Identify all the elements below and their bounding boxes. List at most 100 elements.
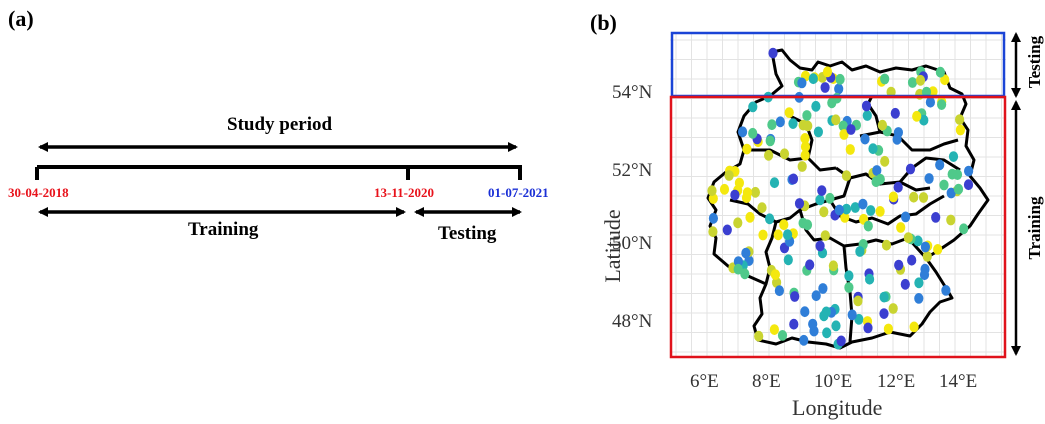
station-marker bbox=[872, 165, 882, 176]
station-marker bbox=[894, 259, 904, 271]
station-marker bbox=[779, 148, 790, 160]
station-marker bbox=[815, 194, 825, 206]
station-marker bbox=[820, 230, 830, 242]
station-marker bbox=[877, 119, 888, 131]
station-marker bbox=[935, 66, 946, 78]
y-axis-title: Latitude bbox=[600, 209, 625, 282]
station-marker bbox=[825, 192, 835, 204]
station-marker bbox=[875, 206, 885, 217]
station-marker bbox=[924, 173, 934, 184]
station-marker bbox=[800, 133, 810, 144]
station-marker bbox=[733, 256, 744, 267]
station-marker bbox=[948, 151, 959, 163]
station-marker bbox=[708, 226, 718, 238]
station-marker bbox=[863, 322, 873, 334]
station-marker bbox=[769, 324, 780, 335]
station-marker bbox=[914, 293, 924, 304]
station-marker bbox=[817, 185, 827, 197]
station-marker bbox=[933, 244, 943, 255]
station-marker bbox=[855, 246, 865, 257]
station-marker bbox=[955, 124, 966, 136]
station-marker bbox=[768, 47, 778, 59]
station-marker bbox=[875, 173, 885, 185]
station-marker bbox=[845, 144, 855, 155]
station-marker bbox=[955, 114, 965, 125]
station-marker bbox=[769, 177, 780, 189]
station-marker bbox=[868, 143, 878, 155]
station-marker bbox=[805, 259, 815, 271]
station-marker bbox=[896, 222, 906, 233]
station-marker bbox=[815, 240, 825, 252]
training-region-box bbox=[669, 95, 1007, 359]
station-marker bbox=[788, 118, 798, 129]
station-marker bbox=[783, 229, 793, 241]
station-marker bbox=[836, 335, 846, 347]
station-marker bbox=[880, 155, 890, 167]
station-marker bbox=[959, 223, 969, 235]
station-marker bbox=[818, 283, 828, 294]
x-axis-title: Longitude bbox=[792, 395, 882, 420]
station-marker bbox=[765, 213, 775, 225]
station-marker bbox=[742, 187, 753, 199]
start-date: 30-04-2018 bbox=[8, 185, 69, 200]
panel-b-label: (b) bbox=[590, 10, 617, 35]
station-marker bbox=[707, 185, 717, 197]
station-marker bbox=[844, 282, 854, 293]
station-marker bbox=[844, 270, 854, 282]
station-marker bbox=[822, 327, 832, 339]
station-marker bbox=[847, 309, 857, 321]
x-tick-12: 12°E bbox=[877, 371, 915, 392]
station-marker bbox=[853, 295, 863, 307]
station-marker bbox=[764, 149, 774, 161]
station-marker bbox=[863, 220, 873, 232]
station-marker bbox=[767, 119, 777, 131]
station-marker bbox=[838, 120, 848, 132]
station-marker bbox=[797, 161, 807, 172]
station-marker bbox=[953, 183, 964, 195]
station-marker bbox=[905, 163, 916, 175]
station-marker bbox=[770, 269, 781, 280]
station-marker bbox=[765, 135, 775, 147]
station-marker bbox=[800, 141, 811, 153]
station-marker bbox=[798, 217, 808, 229]
station-marker bbox=[827, 97, 837, 109]
y-tick-50: 50°N bbox=[612, 233, 653, 254]
station-marker bbox=[819, 206, 829, 218]
study-period-label: Study period bbox=[227, 114, 333, 135]
station-marker bbox=[841, 170, 852, 182]
station-marker bbox=[947, 168, 957, 180]
station-marker bbox=[802, 110, 812, 121]
station-marker bbox=[963, 179, 974, 191]
station-marker bbox=[790, 291, 800, 302]
station-marker bbox=[893, 127, 904, 138]
station-marker bbox=[777, 330, 788, 341]
station-marker bbox=[738, 126, 748, 138]
station-marker bbox=[757, 202, 767, 214]
station-marker bbox=[946, 214, 956, 226]
station-marker bbox=[941, 285, 951, 296]
training-side-label: Training bbox=[1025, 196, 1044, 259]
panel-a-label: (a) bbox=[8, 6, 34, 31]
station-marker bbox=[912, 110, 922, 122]
station-marker bbox=[931, 212, 941, 223]
station-marker bbox=[909, 191, 919, 203]
station-marker bbox=[937, 99, 947, 110]
station-marker bbox=[754, 330, 764, 342]
station-marker bbox=[822, 66, 833, 78]
station-marker bbox=[740, 268, 750, 280]
station-marker bbox=[888, 191, 899, 203]
station-marker bbox=[799, 334, 809, 346]
station-marker bbox=[964, 165, 974, 177]
station-marker bbox=[834, 204, 844, 216]
station-marker bbox=[879, 291, 889, 303]
station-marker bbox=[860, 133, 870, 145]
station-marker bbox=[803, 120, 813, 132]
station-marker bbox=[839, 129, 849, 140]
station-marker bbox=[730, 189, 740, 201]
station-marker bbox=[779, 219, 789, 231]
station-marker bbox=[913, 235, 923, 247]
station-marker bbox=[903, 232, 913, 244]
station-marker bbox=[788, 173, 799, 185]
station-marker bbox=[811, 290, 821, 302]
